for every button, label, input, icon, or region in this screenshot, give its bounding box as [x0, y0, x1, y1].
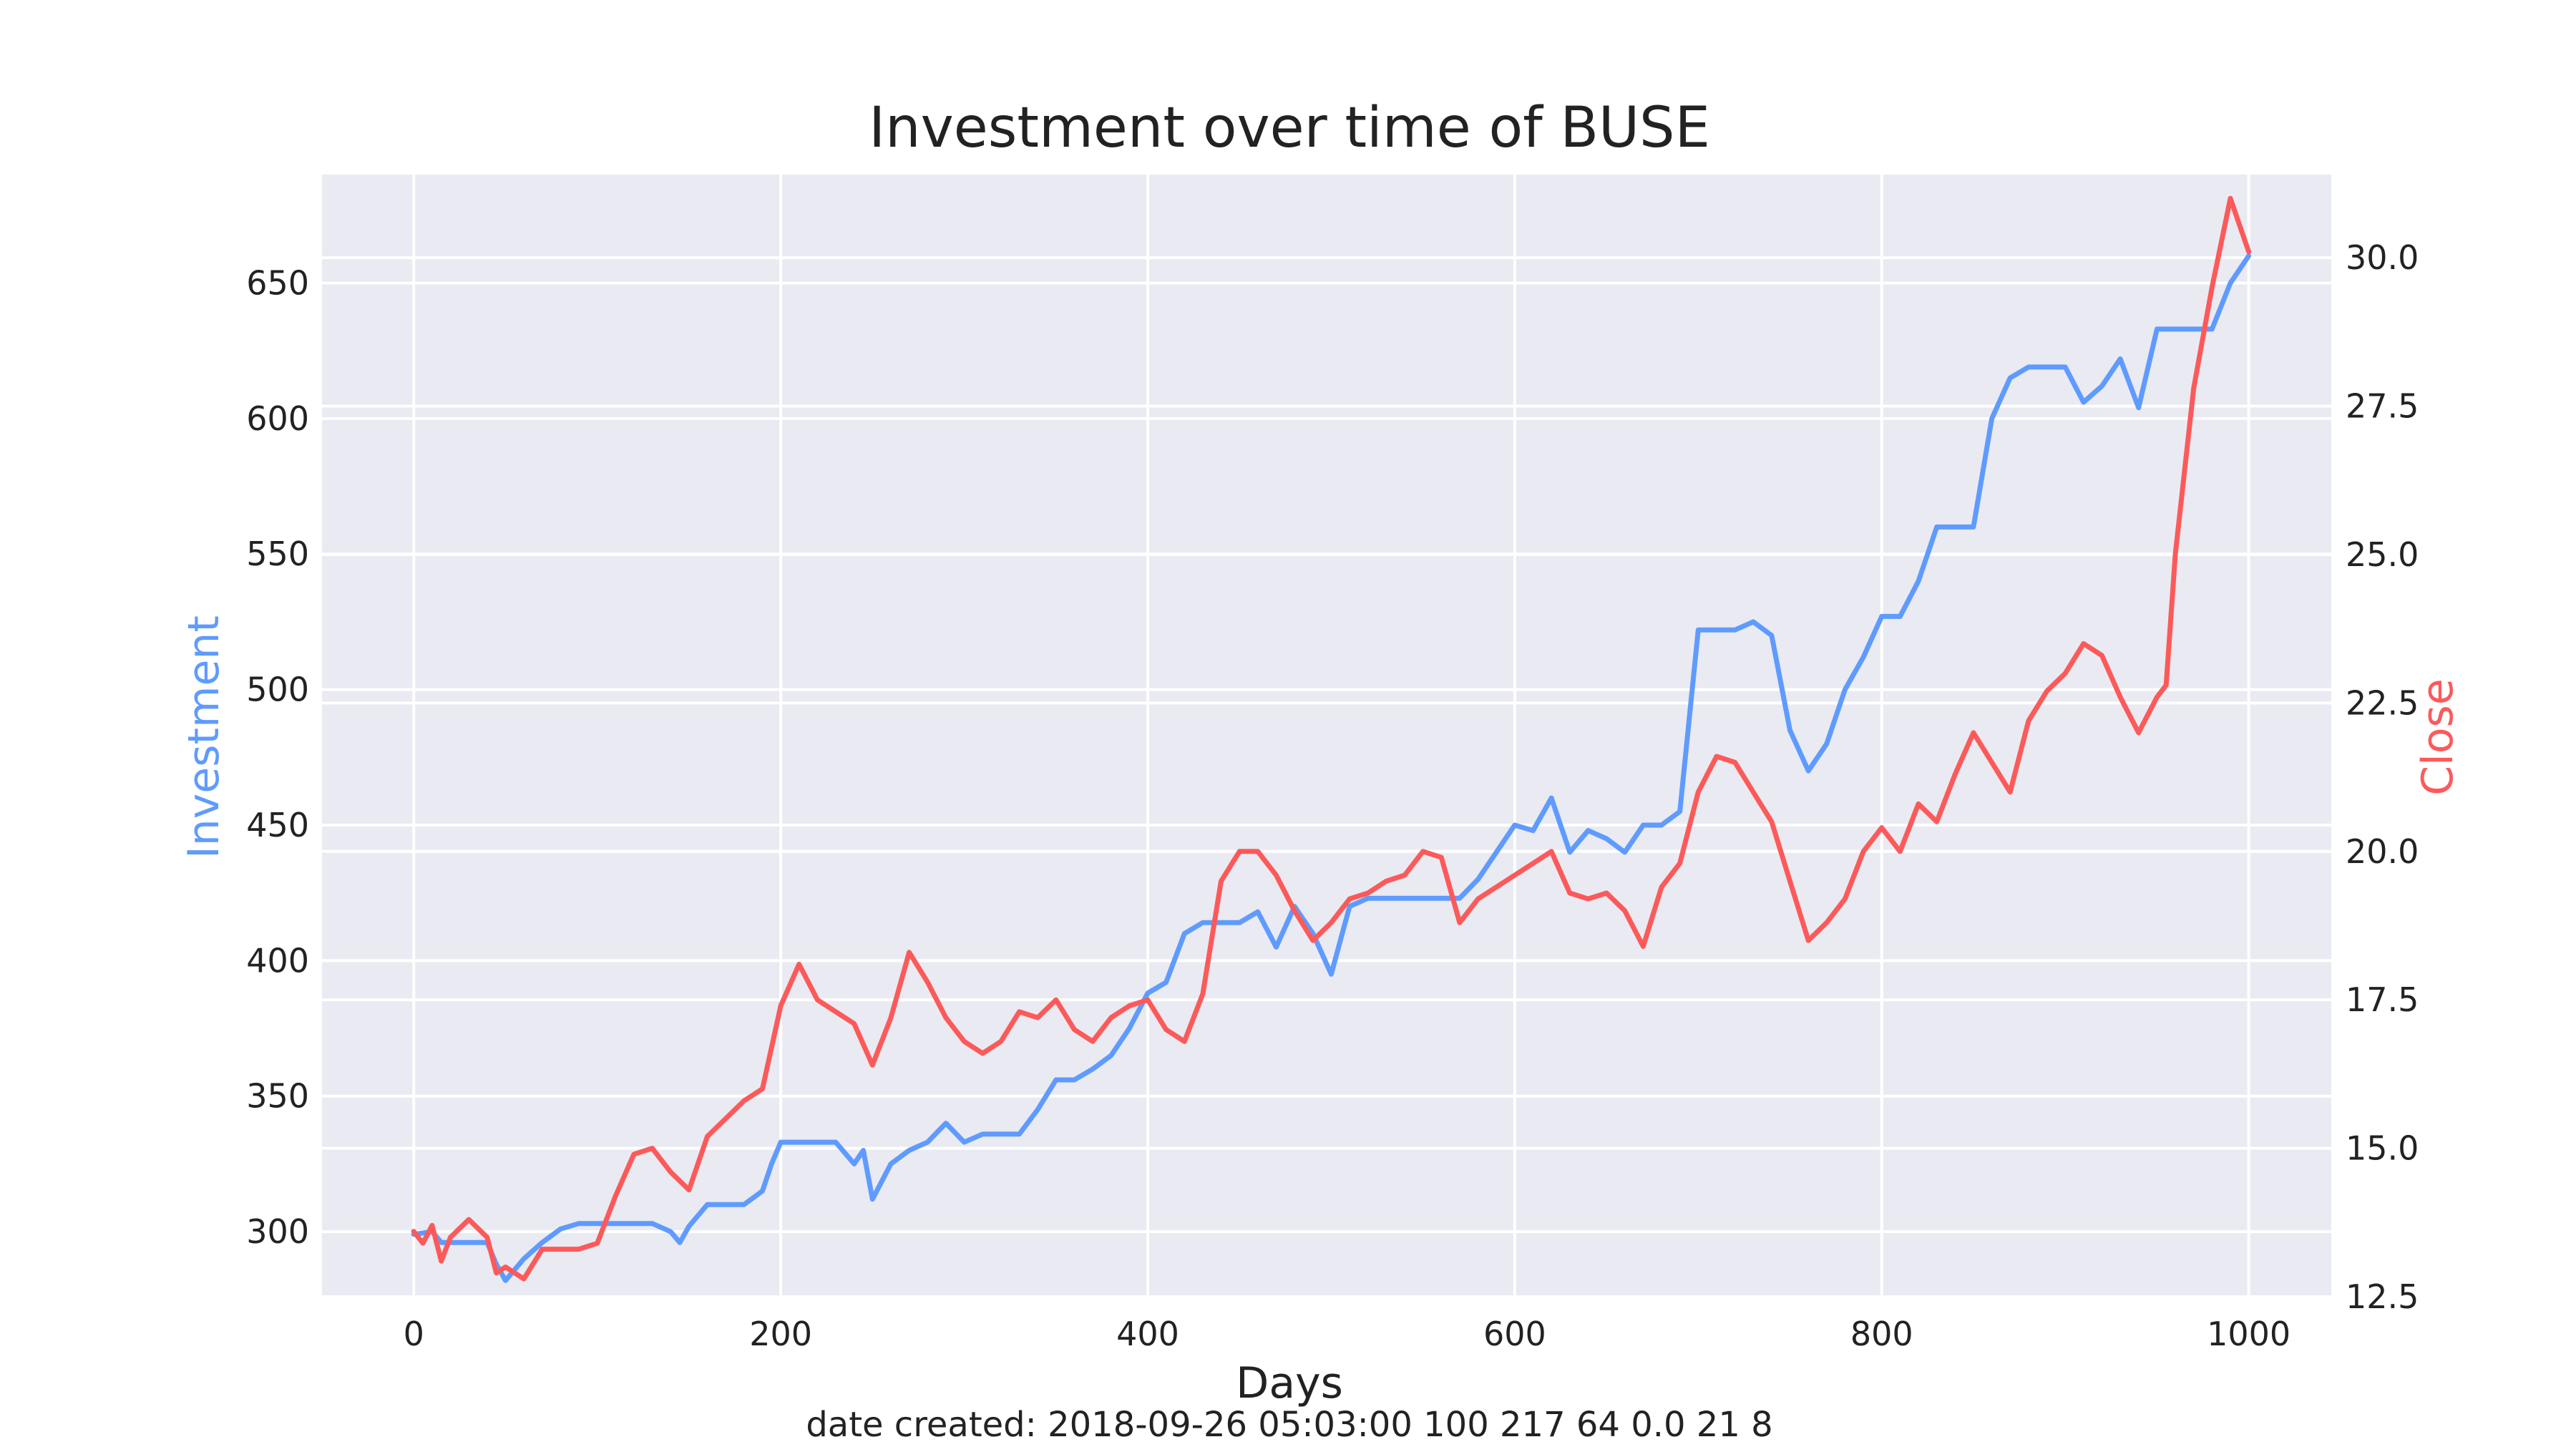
y-right-tick-label: 12.5 [2346, 1277, 2419, 1316]
x-tick-label: 1000 [2207, 1315, 2290, 1353]
x-tick-label: 0 [404, 1315, 424, 1353]
y-left-tick-label: 650 [246, 263, 309, 302]
series-layer [411, 195, 2252, 1283]
y-right-tick-label: 15.0 [2346, 1129, 2419, 1168]
y-left-tick-label: 300 [246, 1212, 309, 1251]
y-left-tick-label: 550 [246, 535, 309, 573]
tick-layer: 0 200 400 600 800 1000 300 350 400 450 500 550 600 65… [246, 238, 2419, 1353]
x-tick-label: 200 [749, 1315, 812, 1353]
y-right-tick-label: 20.0 [2346, 832, 2419, 871]
close-series-line [411, 195, 2252, 1282]
y-left-tick-label: 450 [246, 806, 309, 844]
x-tick-label: 600 [1483, 1315, 1546, 1353]
y-right-tick-label: 27.5 [2346, 387, 2419, 426]
y-left-tick-label: 600 [246, 399, 309, 438]
y-left-tick-label: 350 [246, 1077, 309, 1116]
y-axis-label-left: Investment [179, 615, 229, 859]
footer-caption: date created: 2018-09-26 05:03:00 100 21… [806, 1405, 1772, 1445]
x-tick-label: 400 [1116, 1315, 1179, 1353]
grid-layer [322, 175, 2331, 1298]
y-left-tick-label: 400 [246, 941, 309, 980]
chart-title: Investment over time of BUSE [869, 96, 1710, 160]
y-axis-label-right: Close [2413, 678, 2463, 795]
y-right-tick-label: 25.0 [2346, 535, 2419, 574]
x-axis-label: Days [1236, 1358, 1343, 1408]
plot-area [322, 175, 2331, 1297]
x-tick-label: 800 [1850, 1315, 1913, 1353]
y-right-tick-label: 30.0 [2346, 238, 2419, 277]
y-left-tick-label: 500 [246, 671, 309, 709]
y-right-tick-label: 22.5 [2346, 683, 2419, 722]
y-right-tick-label: 17.5 [2346, 980, 2419, 1019]
